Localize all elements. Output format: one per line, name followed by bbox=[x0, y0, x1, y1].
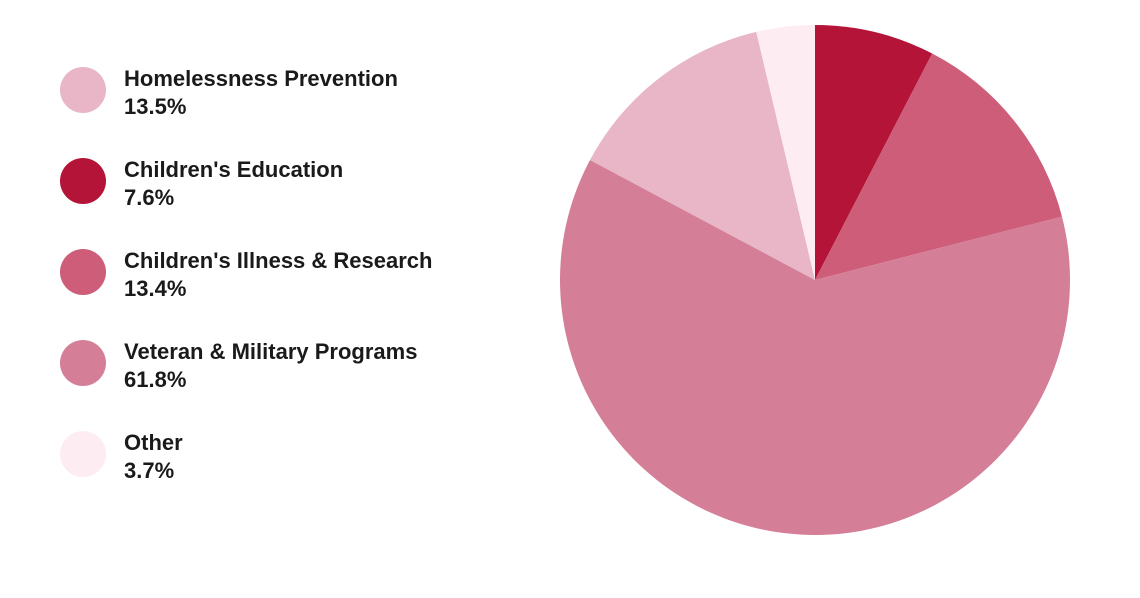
legend-swatch bbox=[60, 158, 106, 204]
pie-chart bbox=[560, 25, 1070, 540]
legend-label: Homelessness Prevention bbox=[124, 65, 398, 93]
legend-text: Children's Illness & Research 13.4% bbox=[124, 247, 432, 302]
legend-text: Veteran & Military Programs 61.8% bbox=[124, 338, 417, 393]
pie-svg bbox=[560, 25, 1070, 535]
legend-item: Homelessness Prevention 13.5% bbox=[60, 65, 432, 120]
legend-item: Children's Education 7.6% bbox=[60, 156, 432, 211]
legend-text: Children's Education 7.6% bbox=[124, 156, 343, 211]
legend-item: Children's Illness & Research 13.4% bbox=[60, 247, 432, 302]
legend-label: Veteran & Military Programs bbox=[124, 338, 417, 366]
legend-swatch bbox=[60, 249, 106, 295]
legend-percent: 13.4% bbox=[124, 275, 432, 303]
legend-label: Children's Illness & Research bbox=[124, 247, 432, 275]
legend-percent: 7.6% bbox=[124, 184, 343, 212]
legend-percent: 3.7% bbox=[124, 457, 183, 485]
legend-text: Other 3.7% bbox=[124, 429, 183, 484]
legend-label: Children's Education bbox=[124, 156, 343, 184]
legend-item: Veteran & Military Programs 61.8% bbox=[60, 338, 432, 393]
legend-label: Other bbox=[124, 429, 183, 457]
legend-swatch bbox=[60, 340, 106, 386]
legend-percent: 13.5% bbox=[124, 93, 398, 121]
legend-swatch bbox=[60, 431, 106, 477]
legend: Homelessness Prevention 13.5% Children's… bbox=[60, 65, 432, 520]
legend-item: Other 3.7% bbox=[60, 429, 432, 484]
legend-swatch bbox=[60, 67, 106, 113]
chart-container: Homelessness Prevention 13.5% Children's… bbox=[0, 0, 1140, 598]
legend-text: Homelessness Prevention 13.5% bbox=[124, 65, 398, 120]
legend-percent: 61.8% bbox=[124, 366, 417, 394]
